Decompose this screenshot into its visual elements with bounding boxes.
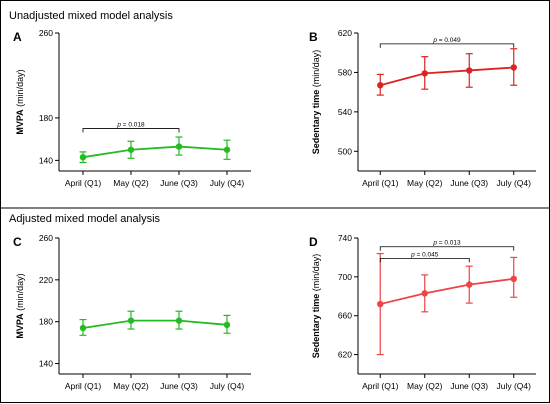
y-tick-label: 540 (338, 107, 352, 117)
data-point (466, 67, 473, 74)
data-point (377, 82, 384, 89)
x-tick-label: June (Q3) (160, 381, 198, 391)
y-tick-label: 500 (338, 146, 352, 156)
data-point (421, 290, 428, 297)
y-axis-label: MVPA (min/day) (15, 273, 25, 338)
series-line (380, 66, 514, 87)
x-tick-label: June (Q3) (450, 178, 488, 188)
data-point (377, 300, 384, 308)
x-tick-label: June (Q3) (450, 381, 488, 391)
x-tick-label: July (Q4) (497, 178, 532, 188)
p-value-label: p = 0.049 (432, 37, 461, 44)
series-line (82, 319, 228, 329)
x-tick-label: July (Q4) (497, 381, 532, 391)
significance-bracket (82, 128, 180, 133)
x-tick-label: May (Q2) (113, 178, 149, 188)
y-tick-label: 620 (338, 350, 352, 360)
y-tick-label: 260 (39, 233, 53, 243)
y-tick-label: 220 (39, 275, 53, 285)
data-point (223, 321, 231, 329)
y-tick-label: 140 (39, 155, 53, 165)
significance-bracket (379, 258, 470, 263)
data-point (127, 146, 135, 153)
data-point (79, 154, 87, 161)
x-tick-label: April (Q1) (65, 381, 102, 391)
significance-bracket (379, 43, 515, 48)
y-axis-label: Sedentary time (min/day) (311, 254, 321, 359)
data-point (79, 324, 87, 332)
y-tick-label: 180 (39, 317, 53, 327)
y-tick-label: 260 (39, 28, 53, 38)
data-point (175, 143, 183, 150)
x-tick-label: July (Q4) (210, 178, 245, 188)
x-tick-label: April (Q1) (65, 178, 102, 188)
p-value-label: p = 0.013 (432, 240, 461, 247)
x-tick-label: May (Q2) (407, 381, 443, 391)
section-title-adjusted: Adjusted mixed model analysis (9, 213, 161, 225)
panel-letter-d: D (309, 235, 318, 249)
y-tick-label: 580 (338, 67, 352, 77)
y-tick-label: 740 (338, 233, 352, 243)
data-point (127, 317, 135, 324)
panel-d: D 620 660 700 740 April (Q1) May (Q2) June (Q3)… (309, 233, 536, 391)
data-point (421, 70, 428, 77)
data-point (510, 275, 517, 282)
panel-letter-c: C (13, 235, 22, 249)
panel-a: A 140 180 260 April (Q1) May (Q2) June (Q3) Jul… (13, 28, 251, 188)
data-point (223, 146, 231, 153)
y-tick-label: 620 (338, 28, 352, 38)
x-tick-label: April (Q1) (362, 381, 399, 391)
panel-b: B 500 540 580 620 April (Q1) May (Q2) June (Q3)… (309, 28, 536, 188)
x-tick-label: June (Q3) (160, 178, 198, 188)
significance-bracket (379, 246, 515, 251)
p-value-label: p = 0.045 (410, 251, 439, 258)
y-tick-label: 700 (338, 272, 352, 282)
y-tick-label: 660 (338, 311, 352, 321)
p-value-label: p = 0.018 (116, 122, 145, 129)
y-tick-label: 180 (39, 113, 53, 123)
y-tick-label: 140 (39, 359, 53, 369)
series-line (380, 277, 514, 305)
x-tick-label: April (Q1) (362, 178, 399, 188)
x-tick-label: May (Q2) (113, 381, 149, 391)
data-point (175, 317, 183, 324)
x-tick-label: May (Q2) (407, 178, 443, 188)
section-title-unadjusted: Unadjusted mixed model analysis (9, 10, 173, 22)
x-tick-label: July (Q4) (210, 381, 245, 391)
data-point (510, 64, 517, 71)
y-axis-label: MVPA (min/day) (15, 69, 25, 134)
panel-c: C 140 180 220 260 April (Q1) May (Q2) June (Q3)… (13, 233, 251, 391)
y-axis-label: Sedentary time (min/day) (311, 50, 321, 155)
panel-letter-a: A (13, 30, 22, 44)
panel-letter-b: B (309, 30, 318, 44)
series-line (82, 145, 228, 159)
data-point (466, 281, 473, 288)
